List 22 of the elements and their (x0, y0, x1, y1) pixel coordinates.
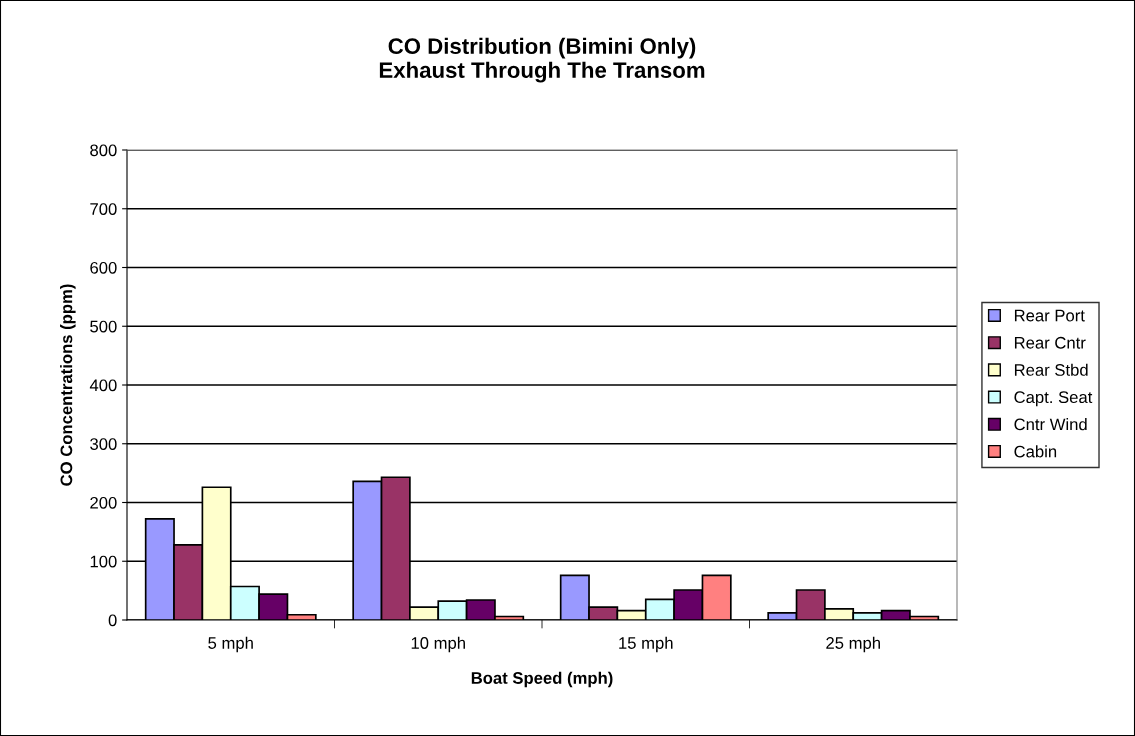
legend-label: Capt. Seat (1014, 391, 1093, 407)
x-axis-title: Boat Speed (mph) (471, 671, 613, 688)
y-tick-label: 100 (90, 555, 117, 568)
x-tick-label: 15 mph (619, 636, 673, 653)
y-tick-label: 500 (90, 320, 117, 333)
y-tick-label: 600 (90, 261, 117, 274)
y-tick-label: 300 (90, 438, 117, 450)
y-tick-label: 400 (89, 379, 117, 392)
y-tick-label: 700 (90, 203, 117, 215)
legend-label: Rear Stbd (1014, 363, 1088, 376)
y-tick-label: 0 (108, 614, 117, 627)
legend-label: Rear Cntr (1014, 336, 1086, 349)
legend-label: Cabin (1014, 445, 1057, 458)
x-tick-label: 25 mph (826, 636, 880, 653)
legend-label: Rear Port (1014, 309, 1085, 322)
y-tick-label: 200 (90, 496, 117, 509)
legend-label: Cntr Wind (1014, 418, 1087, 431)
x-tick-label: 10 mph (411, 636, 465, 653)
y-axis-title: CO Concentrations (ppm) (60, 284, 76, 486)
y-tick-label: 800 (90, 144, 117, 157)
x-tick-label: 5 mph (208, 636, 253, 653)
chart-title: CO Distribution (Bimini Only) Exhaust Through The Transom (379, 37, 705, 83)
